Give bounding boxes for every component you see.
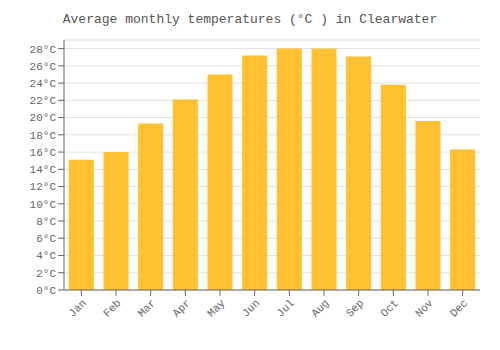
svg-text:22°C: 22°C [30,95,57,107]
svg-text:Apr: Apr [170,297,192,319]
svg-text:Feb: Feb [101,297,123,319]
svg-text:12°C: 12°C [30,181,57,193]
svg-text:Aug: Aug [309,297,331,319]
svg-text:Sep: Sep [344,297,366,319]
svg-text:Jun: Jun [240,297,262,319]
svg-text:0°C: 0°C [36,285,56,297]
svg-text:20°C: 20°C [30,112,57,124]
svg-text:Dec: Dec [448,297,470,319]
svg-text:28°C: 28°C [30,44,57,56]
svg-text:4°C: 4°C [36,250,56,262]
svg-text:16°C: 16°C [30,147,57,159]
svg-text:2°C: 2°C [36,268,56,280]
html-text:Average monthly temperatures (: Average monthly temperatures (°C ) in Cl… [62,12,438,27]
svg-text:8°C: 8°C [36,216,56,228]
svg-text:26°C: 26°C [30,61,57,73]
svg-text:May: May [205,297,228,320]
svg-text:Oct: Oct [378,297,400,319]
svg-text:10°C: 10°C [30,199,57,211]
svg-text:14°C: 14°C [30,164,57,176]
svg-text:Jul: Jul [274,297,296,319]
svg-text:6°C: 6°C [36,233,56,245]
svg-text:18°C: 18°C [30,130,57,142]
svg-text:Nov: Nov [413,297,436,320]
svg-text:Mar: Mar [136,297,158,319]
svg-text:24°C: 24°C [30,78,57,90]
svg-text:Jan: Jan [66,297,88,319]
